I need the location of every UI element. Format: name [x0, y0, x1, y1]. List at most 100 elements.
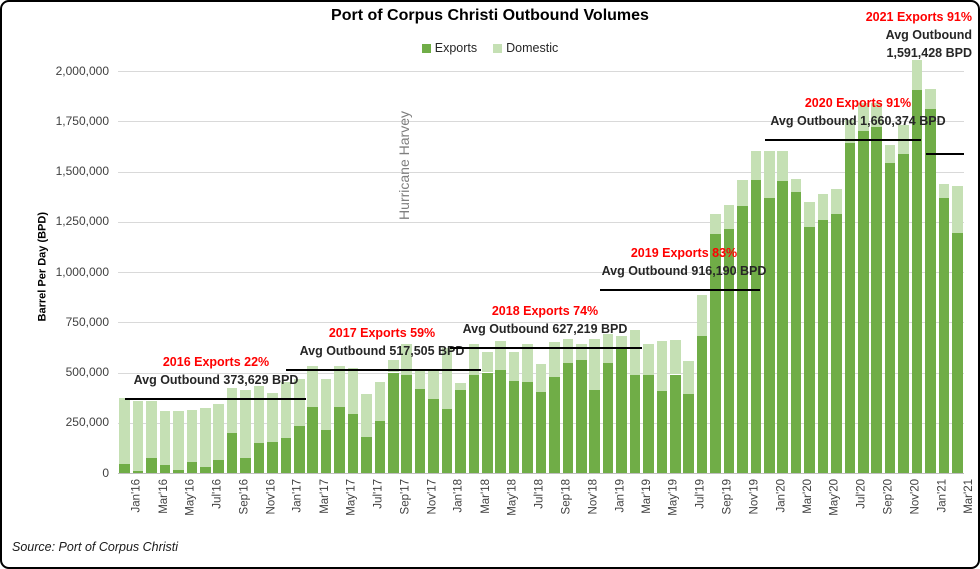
legend-label-exports: Exports	[434, 41, 478, 55]
bar-exports-Feb'17	[294, 425, 305, 473]
annotation-headline-2020: 2020 Exports 91%	[804, 96, 912, 111]
bar-domestic-Mar'16	[146, 400, 157, 458]
bar-domestic-Feb'16	[132, 400, 144, 471]
gridline-2000000	[118, 71, 964, 72]
bar-exports-Oct'20	[884, 163, 896, 473]
x-tick-label-Mar'18: Mar'18	[479, 479, 492, 514]
bar-domestic-Apr'18	[482, 352, 493, 373]
x-tick-label-Mar'21: Mar'21	[963, 479, 976, 514]
bar-exports-Apr'17	[320, 429, 332, 473]
bar-exports-Aug'18	[535, 391, 547, 473]
bar-domestic-Oct'19	[723, 204, 735, 229]
y-tick-label-0: 0	[102, 465, 109, 480]
y-tick-label-1250000: 1,250,000	[55, 214, 109, 229]
bar-domestic-Sep'19	[710, 213, 721, 234]
bar-exports-Jan'19	[602, 363, 614, 473]
x-tick-label-Jan'16: Jan'16	[130, 479, 143, 513]
x-tick-label-May'18: May'18	[506, 479, 519, 516]
bar-exports-Jul'18	[522, 381, 533, 473]
bar-domestic-Sep'17	[388, 360, 399, 373]
bar-exports-Oct'19	[723, 228, 735, 473]
bar-exports-May'20	[817, 219, 829, 473]
bar-domestic-Jun'20	[831, 188, 842, 214]
bar-exports-Jun'18	[508, 380, 520, 473]
bar-exports-Sep'17	[388, 372, 399, 473]
bar-domestic-Sep'20	[871, 103, 882, 128]
bar-exports-Jun'20	[831, 213, 842, 473]
bar-exports-Feb'21	[938, 197, 950, 473]
bar-exports-Dec'17	[428, 398, 439, 473]
x-tick-label-Mar'16: Mar'16	[157, 479, 170, 514]
legend: Exports Domestic	[2, 41, 978, 55]
bar-domestic-Nov'18	[576, 344, 587, 361]
bar-domestic-Dec'16	[267, 392, 278, 442]
hurricane-harvey-label: Hurricane Harvey	[396, 111, 412, 220]
bar-domestic-Mar'20	[790, 178, 802, 192]
y-tick-label-750000: 750,000	[65, 314, 109, 329]
bar-exports-Dec'18	[589, 389, 600, 473]
bar-exports-Apr'18	[482, 372, 493, 473]
x-tick-label-May'17: May'17	[345, 479, 358, 516]
x-tick-label-Jul'16: Jul'16	[211, 479, 224, 509]
bar-domestic-Apr'20	[804, 201, 815, 227]
bar-exports-Sep'18	[549, 376, 560, 473]
bar-domestic-Sep'18	[549, 342, 560, 377]
bar-domestic-Jan'20	[764, 151, 775, 198]
bar-domestic-Feb'21	[938, 183, 950, 198]
annotation-headline-2021: 2021 Exports 91%	[865, 10, 972, 24]
bar-exports-Mar'19	[629, 374, 641, 473]
legend-swatch-domestic-icon	[493, 43, 503, 53]
bar-exports-Apr'19	[643, 374, 654, 473]
bar-domestic-Jul'18	[522, 344, 533, 382]
y-axis-title: Barrel Per Day (BPD)	[36, 212, 48, 322]
bar-exports-Jul'16	[200, 466, 211, 473]
bar-domestic-Jun'16	[186, 409, 198, 462]
bar-domestic-Mar'19	[629, 330, 641, 375]
bar-exports-Sep'20	[871, 127, 882, 473]
annotation-2021: 2021 Exports 91% Avg Outbound 1,591,428 BP…	[866, 8, 972, 62]
x-tick-label-Nov'19: Nov'19	[748, 479, 761, 515]
x-tick-label-Nov'20: Nov'20	[909, 479, 922, 515]
bar-exports-Mar'16	[146, 457, 157, 473]
bar-exports-Jun'17	[347, 413, 359, 473]
bar-domestic-Feb'18	[455, 382, 466, 390]
bar-exports-May'18	[495, 370, 506, 473]
bar-domestic-May'19	[656, 341, 668, 391]
bar-domestic-Jan'17	[280, 381, 292, 438]
bar-exports-Jul'19	[683, 393, 694, 473]
bar-domestic-Dec'20	[911, 59, 923, 91]
bar-exports-Feb'19	[616, 347, 627, 473]
bar-exports-Mar'18	[468, 374, 480, 473]
bar-exports-May'19	[656, 390, 668, 473]
bar-domestic-Jan'18	[441, 348, 453, 409]
x-tick-label-Jul'18: Jul'18	[533, 479, 546, 509]
bar-exports-Aug'17	[374, 420, 386, 473]
x-tick-label-Mar'17: Mar'17	[318, 479, 331, 514]
bar-exports-Apr'16	[159, 464, 171, 473]
x-tick-label-Jan'20: Jan'20	[775, 479, 788, 513]
x-tick-label-Nov'16: Nov'16	[265, 479, 277, 515]
bar-domestic-Jul'16	[200, 407, 211, 467]
bar-exports-Jun'19	[670, 374, 681, 473]
bar-exports-Feb'18	[455, 389, 466, 473]
bar-domestic-Apr'16	[159, 410, 171, 465]
gridline-1750000	[118, 121, 964, 123]
y-tick-label-1000000: 1,000,000	[55, 264, 109, 279]
gridline-750000	[118, 322, 964, 324]
bar-exports-Mar'21	[952, 232, 963, 473]
bar-exports-Dec'16	[267, 441, 278, 473]
bar-domestic-May'20	[817, 193, 829, 220]
bar-exports-Jan'16	[119, 463, 130, 473]
bar-domestic-Jun'19	[670, 340, 681, 375]
x-tick-label-May'16: May'16	[184, 479, 197, 516]
bar-exports-Aug'20	[858, 131, 869, 473]
annotation-subline-2018-0: Avg Outbound 627,219 BPD	[462, 321, 628, 336]
annotation-headline-2017: 2017 Exports 59%	[328, 325, 436, 340]
bar-exports-Feb'20	[777, 180, 788, 473]
x-tick-label-Sep'16: Sep'16	[238, 479, 251, 515]
x-tick-label-May'19: May'19	[667, 479, 680, 516]
bar-exports-Oct'16	[240, 457, 251, 473]
x-tick-label-Sep'19: Sep'19	[721, 479, 734, 515]
x-tick-label-Sep'17: Sep'17	[399, 479, 412, 515]
